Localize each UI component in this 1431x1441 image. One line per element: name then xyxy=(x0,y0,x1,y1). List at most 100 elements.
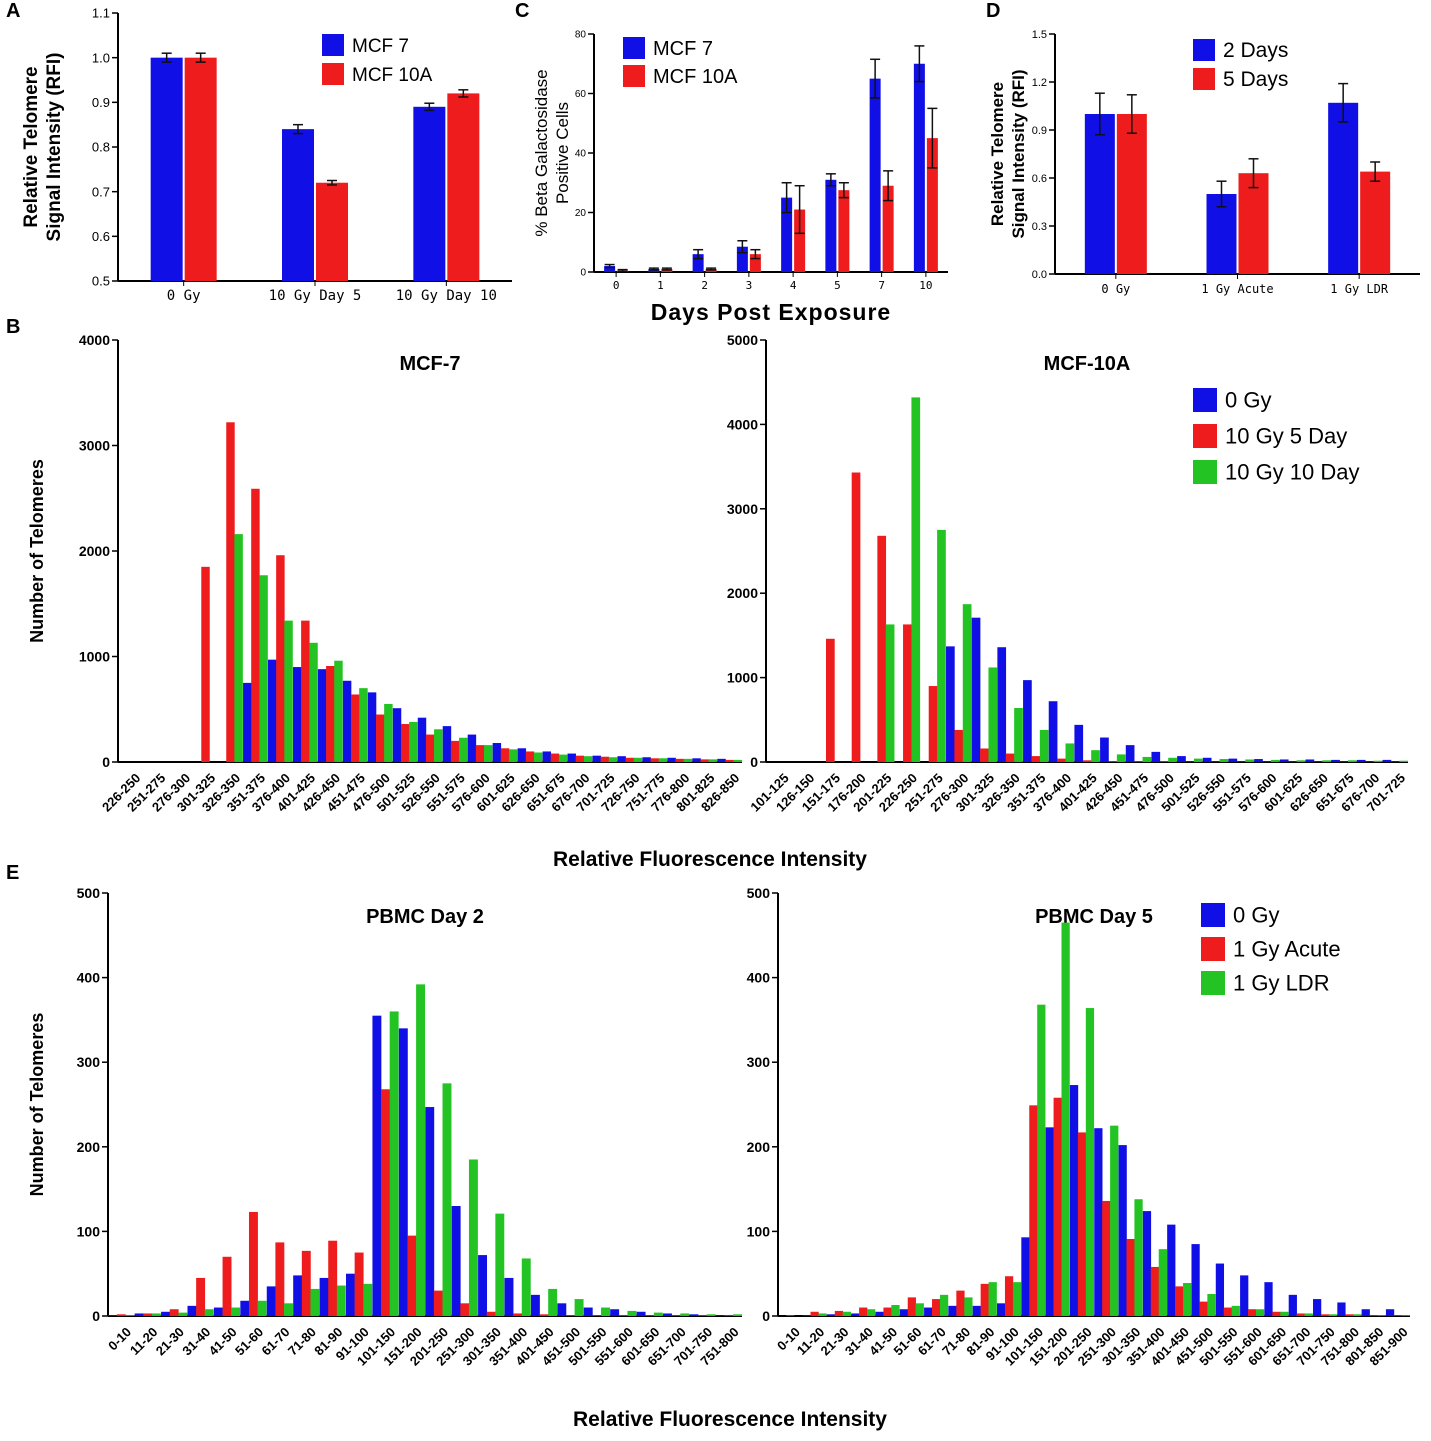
chart-e2-bar xyxy=(1037,1004,1046,1316)
chart-a-y-tick-label: 1.0 xyxy=(92,50,110,65)
chart-e2-y-tick-label: 200 xyxy=(747,1139,771,1155)
chart-e2-bar xyxy=(842,1311,851,1316)
chart-b2-bar xyxy=(1254,759,1263,762)
chart-e1-y-tick-label: 200 xyxy=(77,1139,101,1155)
panel-letter-b: B xyxy=(6,316,21,338)
chart-e1-bar xyxy=(231,1307,241,1316)
chart-e2-bar xyxy=(948,1305,957,1316)
chart-c-legend-label: MCF 7 xyxy=(653,38,713,60)
panel-letter-a: A xyxy=(6,0,21,22)
chart-e2-bar xyxy=(1248,1309,1257,1316)
chart-e2-legend-swatch xyxy=(1201,903,1225,927)
chart-b1-bar xyxy=(376,714,385,762)
chart-e1-title: PBMC Day 2 xyxy=(366,906,484,928)
chart-b1-bar xyxy=(450,740,460,762)
chart-e2-bar xyxy=(1085,1008,1095,1316)
chart-b1-bar xyxy=(717,758,726,762)
chart-b1-bar xyxy=(284,620,293,762)
chart-e2-bar xyxy=(1385,1309,1395,1316)
chart-b2-y-tick-label: 5000 xyxy=(727,332,758,348)
chart-d-y-tick-label: 0.6 xyxy=(1032,173,1047,185)
chart-d-y-tick-label: 0.3 xyxy=(1032,221,1047,233)
chart-c-y-tick-label: 40 xyxy=(575,149,587,160)
chart-b1-bar xyxy=(583,756,593,762)
chart-b2-bar xyxy=(1373,760,1383,762)
chart-a-y-axis-label: Relative Telomere xyxy=(21,66,42,227)
chart-b1-bar xyxy=(567,753,576,762)
chart-a-legend-label: MCF 7 xyxy=(352,36,409,57)
chart-e2-bar xyxy=(1077,1132,1087,1316)
chart-d-bar xyxy=(1116,114,1147,274)
chart-d-x-tick-label: 0 Gy xyxy=(1101,282,1130,296)
chart-e2-bar xyxy=(899,1309,909,1316)
chart-e2-bar xyxy=(826,1314,836,1316)
chart-b1-bar xyxy=(725,759,734,762)
chart-b2-bar xyxy=(877,535,887,762)
chart-e1-bar xyxy=(451,1206,461,1316)
chart-b1-bar xyxy=(733,759,743,762)
chart-d-x-tick-label: 1 Gy Acute xyxy=(1201,282,1273,296)
chart-b2-bar xyxy=(1322,760,1332,762)
chart-b1-bar xyxy=(442,726,452,762)
chart-e2-bar xyxy=(1377,1315,1386,1316)
chart-c-y-axis-label: % Beta Galactosidase xyxy=(532,69,551,236)
chart-e2-bar xyxy=(834,1310,844,1316)
chart-b1-bar xyxy=(633,757,643,762)
chart-d-bar xyxy=(1084,114,1115,274)
chart-b1-y-axis-label: Number of Telomeres xyxy=(27,459,47,643)
chart-e2-y-tick-label: 100 xyxy=(747,1223,771,1239)
chart-b2-bar xyxy=(1193,758,1203,762)
chart-a-bar xyxy=(316,182,348,281)
chart-e1-bar xyxy=(398,1028,408,1316)
chart-c-x-tick-label: 3 xyxy=(746,279,753,292)
chart-b2-bar xyxy=(1347,760,1357,762)
chart-e1-x-tick-label: 41-50 xyxy=(206,1324,240,1358)
chart-b1-bar xyxy=(434,729,443,762)
chart-b2-bar xyxy=(988,667,998,762)
chart-e1-bar xyxy=(513,1313,523,1316)
chart-e2-bar xyxy=(859,1307,868,1316)
chart-b1-bar xyxy=(301,620,310,762)
chart-e2-bar xyxy=(1369,1315,1378,1316)
chart-b1-bar xyxy=(359,688,368,762)
chart-e1-bar xyxy=(601,1307,610,1316)
chart-b2-bar xyxy=(1296,760,1306,762)
chart-b1-bar xyxy=(367,692,377,762)
chart-a-bar xyxy=(150,57,183,281)
chart-e2-bar xyxy=(1353,1314,1362,1316)
chart-e1-bar xyxy=(504,1277,514,1316)
chart-b2-bar xyxy=(954,729,964,762)
chart-d-legend-label: 2 Days xyxy=(1223,39,1288,62)
chart-e1-bar xyxy=(565,1315,575,1316)
chart-c-y-tick-label: 0 xyxy=(580,268,586,279)
chart-c-y-tick-label: 60 xyxy=(575,89,587,100)
chart-e2-bar xyxy=(1199,1301,1208,1316)
chart-e2-bar xyxy=(956,1290,965,1316)
chart-b1-bar xyxy=(417,717,427,762)
chart-e1-bar xyxy=(680,1313,690,1316)
chart-c-bar xyxy=(825,179,837,272)
chart-b1-bar xyxy=(342,680,352,762)
chart-b1-bar xyxy=(400,724,410,762)
chart-b1-bar xyxy=(268,659,277,762)
chart-a-bar xyxy=(413,106,446,281)
chart-e1-bar xyxy=(328,1240,338,1316)
chart-e2-bar xyxy=(1142,1211,1152,1316)
chart-e2-bar xyxy=(1126,1239,1135,1316)
chart-e2-bar xyxy=(988,1282,997,1316)
chart-e1-bar xyxy=(310,1288,320,1316)
chart-e1-bar xyxy=(407,1235,417,1316)
chart-e1-bar xyxy=(442,1083,452,1316)
chart-c-x-tick-label: 5 xyxy=(834,279,841,292)
chart-e2-bar xyxy=(1223,1307,1232,1316)
panel-letter-d: D xyxy=(986,0,1001,22)
chart-b1-bar xyxy=(309,642,318,762)
chart-e1-x-tick-label: 71-80 xyxy=(285,1324,319,1358)
chart-e1-bar xyxy=(724,1315,734,1316)
chart-e1-x-tick-label: 21-30 xyxy=(153,1324,187,1358)
chart-e1-bar xyxy=(116,1314,126,1316)
chart-c-y-tick-label: 80 xyxy=(575,30,587,41)
chart-a-bar xyxy=(184,57,217,281)
chart-b2-y-tick-label: 3000 xyxy=(727,501,758,517)
